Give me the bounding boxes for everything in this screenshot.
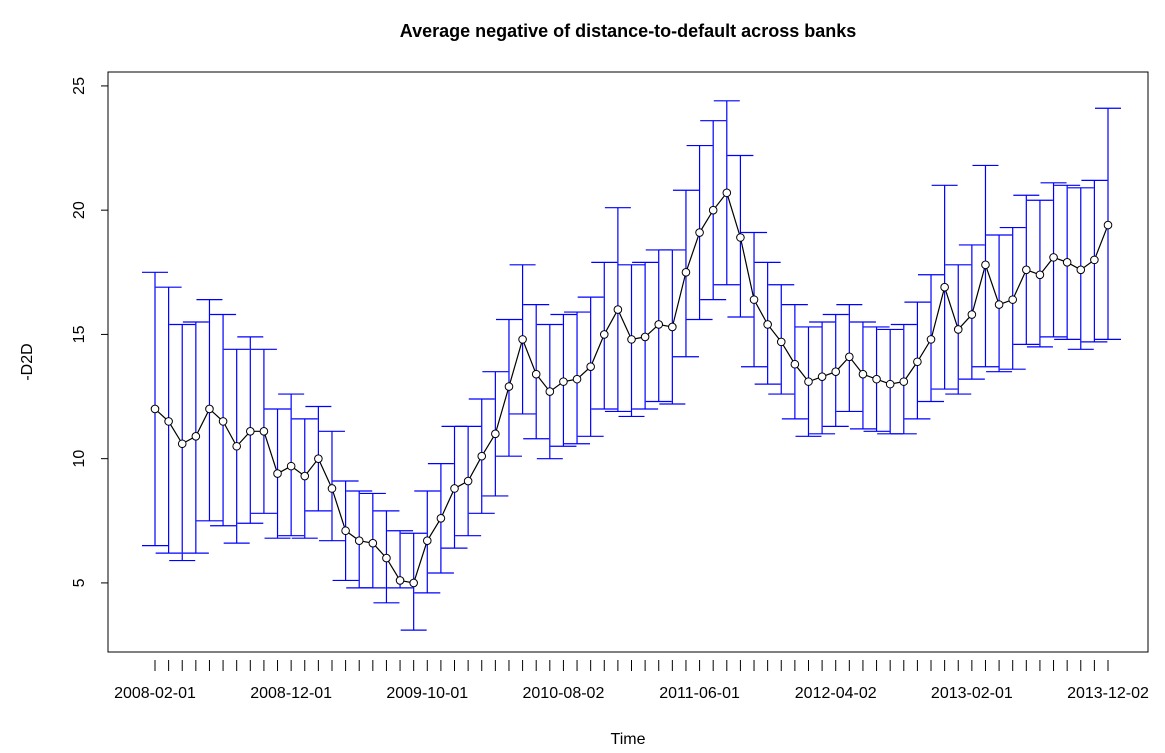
mean-point <box>817 372 827 381</box>
mean-point <box>831 367 841 376</box>
mean-point <box>940 282 949 292</box>
mean-point <box>776 337 786 347</box>
mean-point <box>1008 295 1018 304</box>
mean-point <box>572 374 582 384</box>
mean-point <box>232 441 241 451</box>
mean-point <box>708 205 718 215</box>
mean-point <box>695 228 704 237</box>
mean-point <box>504 382 514 391</box>
chart-title: Average negative of distance-to-default … <box>400 21 856 41</box>
y-tick-label: 15 <box>71 325 88 343</box>
y-tick-label: 25 <box>71 77 88 95</box>
mean-point <box>314 454 323 463</box>
y-tick-label: 5 <box>71 578 88 587</box>
mean-point <box>218 417 228 426</box>
mean-point <box>899 377 909 386</box>
mean-point <box>613 305 623 314</box>
x-tick-label: 2011-06-01 <box>659 685 740 702</box>
mean-point <box>885 379 895 389</box>
mean-point <box>599 330 609 339</box>
mean-point <box>191 432 201 441</box>
x-tick-label: 2012-04-02 <box>795 685 877 702</box>
mean-point <box>627 335 636 344</box>
mean-point <box>341 526 350 536</box>
mean-point <box>354 536 364 545</box>
y-axis-label: -D2D <box>19 343 36 380</box>
mean-point <box>1062 258 1072 267</box>
mean-point <box>395 576 405 585</box>
mean-point <box>913 357 922 367</box>
mean-point <box>872 374 881 384</box>
mean-point <box>953 325 963 334</box>
mean-point <box>1049 253 1058 262</box>
mean-point <box>586 362 595 372</box>
x-tick-label: 2009-10-01 <box>386 685 468 702</box>
mean-point <box>858 369 868 379</box>
mean-point <box>382 553 391 563</box>
mean-point <box>463 476 473 486</box>
mean-point <box>246 427 255 436</box>
mean-point <box>273 469 282 478</box>
mean-point <box>790 359 800 369</box>
y-tick-label: 10 <box>71 450 88 468</box>
mean-point <box>205 404 214 414</box>
mean-point <box>491 429 500 439</box>
mean-point <box>668 322 677 332</box>
mean-point <box>1022 265 1031 275</box>
mean-point <box>1103 220 1113 230</box>
mean-point <box>436 514 446 523</box>
x-tick-label: 2013-12-02 <box>1067 685 1149 702</box>
mean-point <box>259 427 269 436</box>
mean-point <box>1090 255 1099 265</box>
mean-point <box>300 471 310 481</box>
mean-point <box>804 377 813 386</box>
mean-point <box>681 267 691 277</box>
x-tick-label: 2013-02-01 <box>931 685 1013 702</box>
mean-point <box>177 439 187 449</box>
mean-point <box>640 332 650 342</box>
mean-point <box>286 461 296 471</box>
mean-point <box>531 369 541 379</box>
mean-point <box>477 451 487 461</box>
mean-point <box>736 233 745 242</box>
mean-point <box>368 538 378 548</box>
mean-point <box>422 536 432 545</box>
mean-point <box>1035 270 1045 280</box>
mean-point <box>763 320 772 329</box>
mean-point <box>518 335 527 344</box>
mean-point <box>450 484 459 493</box>
mean-point <box>981 260 990 270</box>
mean-point <box>150 404 160 414</box>
mean-point <box>967 310 977 319</box>
mean-point <box>1076 265 1086 275</box>
mean-point <box>327 484 337 493</box>
mean-point <box>164 417 173 426</box>
mean-point <box>559 377 568 386</box>
mean-point <box>845 352 854 362</box>
mean-point <box>722 188 732 198</box>
mean-point <box>409 578 418 588</box>
plot-box <box>107 71 1149 653</box>
mean-point <box>926 335 936 344</box>
x-tick-label: 2008-02-01 <box>114 685 196 702</box>
x-axis-label: Time <box>611 731 646 748</box>
y-tick-label: 20 <box>71 201 88 219</box>
mean-point <box>654 320 664 329</box>
x-tick-label: 2010-08-02 <box>523 685 605 702</box>
mean-point <box>994 300 1004 309</box>
x-tick-label: 2008-12-01 <box>250 685 332 702</box>
mean-point <box>545 387 555 396</box>
mean-point <box>749 295 759 304</box>
